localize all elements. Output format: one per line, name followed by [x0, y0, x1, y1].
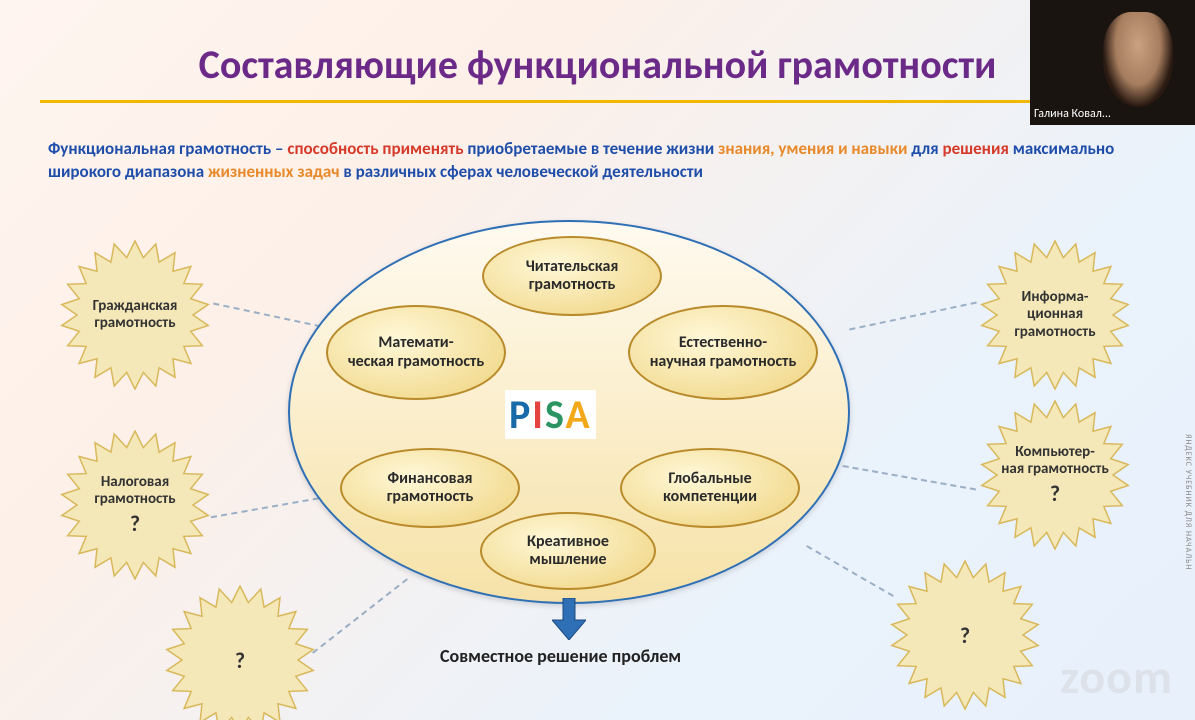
connector-line — [806, 545, 894, 597]
question-mark: ? — [130, 511, 140, 536]
slide-title: Составляющие функциональной грамотности — [0, 40, 1195, 89]
webcam-overlay: Галина Ковал... — [1030, 0, 1195, 125]
competency-node: Математи-ческая грамотность — [326, 305, 506, 400]
arrow-down-icon — [552, 598, 586, 640]
starburst-node: Компьютер- ная грамотность? — [980, 400, 1130, 550]
competency-node: Глобальные компетенции — [620, 448, 800, 528]
question-mark: ? — [960, 623, 970, 648]
starburst-node: Налоговая грамотность? — [60, 430, 210, 580]
burst-label: Компьютер- ная грамотность — [1001, 444, 1109, 479]
definition-text: Функциональная грамотность – способность… — [48, 138, 1147, 184]
question-mark: ? — [1050, 481, 1060, 506]
competency-node: Финансовая грамотность — [340, 448, 520, 528]
side-caption: ЯНДЕКС УЧЕБНИК ДЛЯ НАЧАЛЬН — [1183, 434, 1193, 570]
question-mark: ? — [235, 648, 245, 673]
def-seg: Функциональная грамотность — [48, 138, 271, 159]
bottom-label: Совместное решение проблем — [440, 645, 681, 667]
starburst-node: Информа- ционная грамотность — [980, 240, 1130, 390]
starburst-node: ? — [165, 585, 315, 720]
pisa-logo: PISA — [505, 390, 596, 439]
webcam-name: Галина Ковал... — [1034, 107, 1111, 121]
title-underline — [40, 100, 1155, 103]
starburst-node: ? — [890, 560, 1040, 710]
webcam-face — [1103, 12, 1173, 107]
burst-label: Гражданская грамотность — [76, 298, 194, 333]
zoom-watermark: zoom — [1060, 647, 1173, 706]
burst-label: Информа- ционная грамотность — [996, 289, 1114, 341]
competency-node: Креативное мышление — [480, 512, 656, 590]
connector-line — [823, 462, 976, 491]
slide: Составляющие функциональной грамотности … — [0, 0, 1195, 720]
connector-line — [849, 302, 977, 331]
starburst-node: Гражданская грамотность — [60, 240, 210, 390]
burst-label: Налоговая грамотность — [76, 474, 194, 509]
connector-line — [213, 303, 331, 330]
diagram-area: Читательская грамотностьМатемати-ческая … — [0, 200, 1195, 720]
connector-line — [312, 578, 408, 653]
competency-node: Читательская грамотность — [482, 236, 662, 316]
competency-node: Естественно-научная грамотность — [628, 305, 818, 400]
